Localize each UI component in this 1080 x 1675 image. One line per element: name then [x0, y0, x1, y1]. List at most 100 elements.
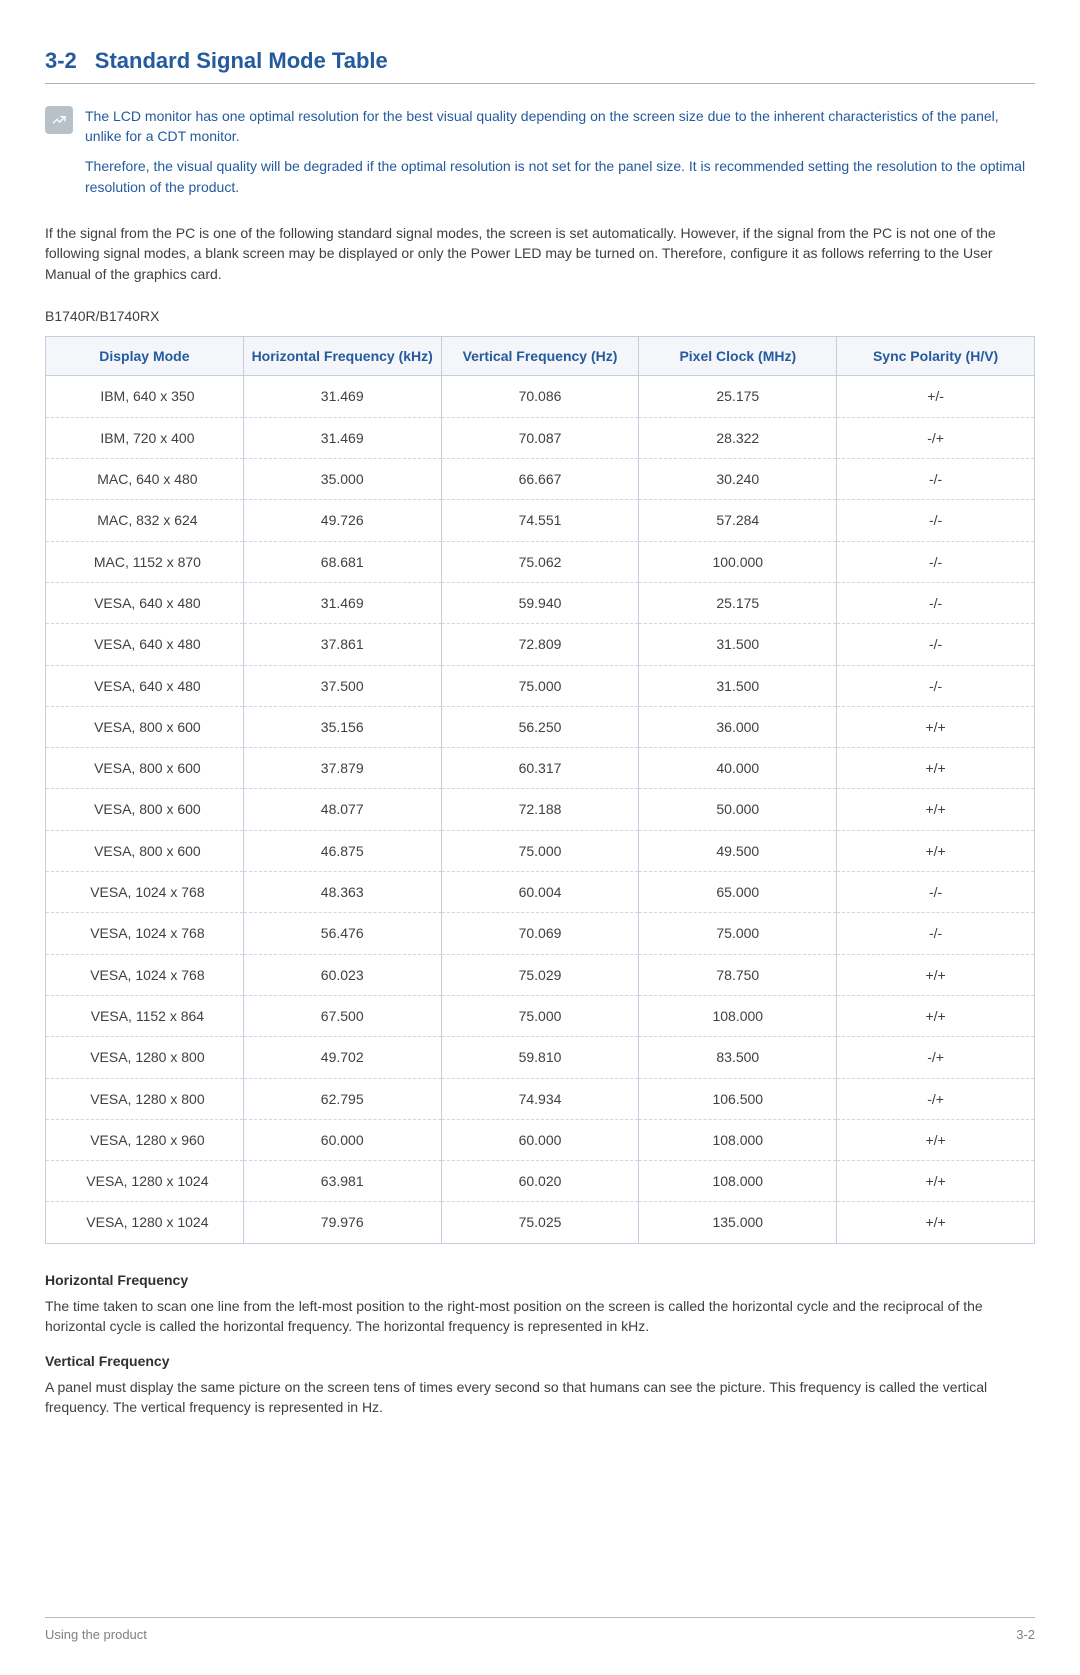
- table-cell: 70.069: [441, 913, 639, 954]
- table-cell: 31.469: [243, 417, 441, 458]
- table-cell: 35.156: [243, 706, 441, 747]
- table-cell: 83.500: [639, 1037, 837, 1078]
- table-cell: VESA, 640 x 480: [46, 624, 244, 665]
- vertical-frequency-text: A panel must display the same picture on…: [45, 1377, 1035, 1418]
- table-cell: 75.000: [639, 913, 837, 954]
- table-cell: -/+: [837, 417, 1035, 458]
- table-cell: 60.317: [441, 748, 639, 789]
- table-cell: 106.500: [639, 1078, 837, 1119]
- table-cell: -/-: [837, 541, 1035, 582]
- table-cell: +/+: [837, 748, 1035, 789]
- table-cell: -/+: [837, 1037, 1035, 1078]
- table-cell: 59.940: [441, 582, 639, 623]
- table-cell: 59.810: [441, 1037, 639, 1078]
- table-cell: VESA, 800 x 600: [46, 789, 244, 830]
- table-cell: 65.000: [639, 872, 837, 913]
- table-cell: 31.469: [243, 582, 441, 623]
- table-cell: 135.000: [639, 1202, 837, 1243]
- table-cell: VESA, 1024 x 768: [46, 954, 244, 995]
- section-header: 3-2 Standard Signal Mode Table: [45, 45, 1035, 84]
- table-cell: -/-: [837, 665, 1035, 706]
- table-cell: VESA, 1280 x 1024: [46, 1161, 244, 1202]
- table-cell: -/-: [837, 500, 1035, 541]
- table-cell: VESA, 800 x 600: [46, 830, 244, 871]
- table-cell: 49.702: [243, 1037, 441, 1078]
- table-cell: +/+: [837, 1119, 1035, 1160]
- table-row: VESA, 800 x 60037.87960.31740.000+/+: [46, 748, 1035, 789]
- table-cell: 72.188: [441, 789, 639, 830]
- table-cell: +/+: [837, 830, 1035, 871]
- table-cell: VESA, 1024 x 768: [46, 913, 244, 954]
- note-text: The LCD monitor has one optimal resoluti…: [85, 106, 1035, 207]
- table-cell: 37.500: [243, 665, 441, 706]
- table-cell: IBM, 720 x 400: [46, 417, 244, 458]
- table-cell: +/+: [837, 1202, 1035, 1243]
- table-row: MAC, 832 x 62449.72674.55157.284-/-: [46, 500, 1035, 541]
- table-cell: 60.023: [243, 954, 441, 995]
- table-cell: 60.004: [441, 872, 639, 913]
- note-paragraph-2: Therefore, the visual quality will be de…: [85, 156, 1035, 197]
- table-row: IBM, 640 x 35031.46970.08625.175+/-: [46, 376, 1035, 417]
- table-row: IBM, 720 x 40031.46970.08728.322-/+: [46, 417, 1035, 458]
- table-cell: 75.062: [441, 541, 639, 582]
- table-cell: MAC, 1152 x 870: [46, 541, 244, 582]
- table-cell: 25.175: [639, 582, 837, 623]
- table-cell: VESA, 1280 x 800: [46, 1037, 244, 1078]
- col-display-mode: Display Mode: [46, 337, 244, 376]
- col-vertical-freq: Vertical Frequency (Hz): [441, 337, 639, 376]
- table-cell: MAC, 640 x 480: [46, 459, 244, 500]
- table-cell: -/-: [837, 582, 1035, 623]
- table-cell: 70.087: [441, 417, 639, 458]
- table-cell: 66.667: [441, 459, 639, 500]
- table-cell: MAC, 832 x 624: [46, 500, 244, 541]
- table-cell: 56.476: [243, 913, 441, 954]
- table-cell: 40.000: [639, 748, 837, 789]
- table-cell: 57.284: [639, 500, 837, 541]
- vertical-frequency-heading: Vertical Frequency: [45, 1351, 1035, 1371]
- table-cell: 78.750: [639, 954, 837, 995]
- table-cell: +/+: [837, 789, 1035, 830]
- table-cell: 108.000: [639, 1119, 837, 1160]
- table-cell: VESA, 800 x 600: [46, 706, 244, 747]
- table-cell: 36.000: [639, 706, 837, 747]
- table-row: VESA, 1024 x 76856.47670.06975.000-/-: [46, 913, 1035, 954]
- table-cell: -/+: [837, 1078, 1035, 1119]
- section-number: 3-2: [45, 45, 77, 77]
- table-cell: VESA, 640 x 480: [46, 582, 244, 623]
- table-cell: 108.000: [639, 1161, 837, 1202]
- table-row: MAC, 1152 x 87068.68175.062100.000-/-: [46, 541, 1035, 582]
- table-row: VESA, 1280 x 102463.98160.020108.000+/+: [46, 1161, 1035, 1202]
- col-horizontal-freq: Horizontal Frequency (kHz): [243, 337, 441, 376]
- table-row: VESA, 1280 x 80049.70259.81083.500-/+: [46, 1037, 1035, 1078]
- table-cell: 67.500: [243, 995, 441, 1036]
- table-cell: 37.879: [243, 748, 441, 789]
- page-footer: Using the product 3-2: [45, 1617, 1035, 1645]
- table-cell: 75.000: [441, 830, 639, 871]
- table-cell: VESA, 1024 x 768: [46, 872, 244, 913]
- horizontal-frequency-heading: Horizontal Frequency: [45, 1270, 1035, 1290]
- table-cell: 37.861: [243, 624, 441, 665]
- horizontal-frequency-text: The time taken to scan one line from the…: [45, 1296, 1035, 1337]
- table-row: VESA, 1280 x 96060.00060.000108.000+/+: [46, 1119, 1035, 1160]
- table-cell: 75.025: [441, 1202, 639, 1243]
- table-cell: -/-: [837, 624, 1035, 665]
- table-cell: 31.500: [639, 665, 837, 706]
- table-cell: 56.250: [441, 706, 639, 747]
- table-cell: VESA, 1152 x 864: [46, 995, 244, 1036]
- table-cell: +/+: [837, 706, 1035, 747]
- table-cell: 60.020: [441, 1161, 639, 1202]
- table-cell: 25.175: [639, 376, 837, 417]
- table-row: VESA, 1024 x 76848.36360.00465.000-/-: [46, 872, 1035, 913]
- table-row: VESA, 640 x 48037.50075.00031.500-/-: [46, 665, 1035, 706]
- table-cell: 75.000: [441, 995, 639, 1036]
- footer-right: 3-2: [1016, 1626, 1035, 1645]
- table-row: VESA, 1152 x 86467.50075.000108.000+/+: [46, 995, 1035, 1036]
- table-cell: 28.322: [639, 417, 837, 458]
- footer-left: Using the product: [45, 1626, 147, 1645]
- table-cell: 30.240: [639, 459, 837, 500]
- table-cell: 46.875: [243, 830, 441, 871]
- table-row: VESA, 640 x 48037.86172.80931.500-/-: [46, 624, 1035, 665]
- table-cell: +/+: [837, 954, 1035, 995]
- table-cell: -/-: [837, 872, 1035, 913]
- table-cell: +/-: [837, 376, 1035, 417]
